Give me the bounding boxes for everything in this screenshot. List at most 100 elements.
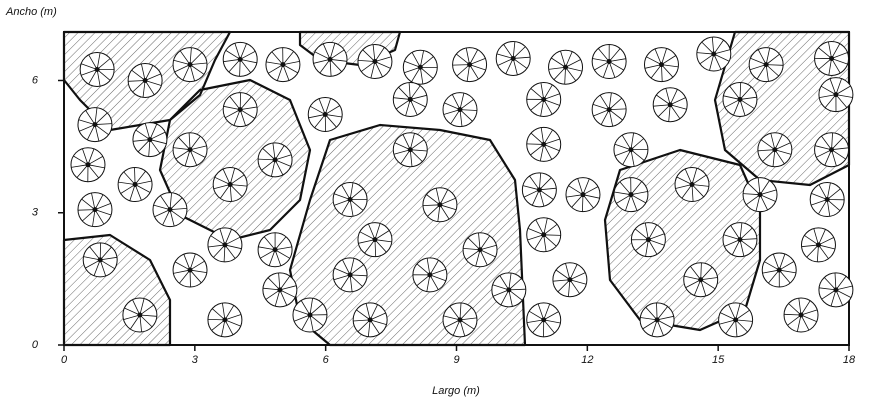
tree bbox=[152, 192, 188, 228]
tree-branches bbox=[723, 222, 757, 257]
tree bbox=[172, 47, 208, 83]
tree-trunk bbox=[737, 237, 743, 243]
tree bbox=[643, 47, 679, 83]
tree-branches bbox=[552, 263, 587, 297]
tree-branches bbox=[810, 182, 845, 217]
tree-trunk bbox=[167, 207, 173, 213]
tree-trunk bbox=[407, 96, 413, 102]
tree-branches bbox=[266, 47, 300, 81]
tree bbox=[412, 257, 448, 293]
tree-trunk bbox=[506, 287, 512, 293]
tree bbox=[809, 182, 845, 218]
tree bbox=[639, 302, 675, 338]
tree bbox=[357, 222, 393, 258]
tree-trunk bbox=[580, 192, 586, 198]
tree bbox=[442, 302, 478, 338]
tree bbox=[800, 227, 836, 263]
tree-trunk bbox=[367, 317, 373, 323]
tree bbox=[722, 222, 758, 258]
tree bbox=[77, 107, 113, 143]
tree-branches bbox=[592, 92, 627, 127]
tree bbox=[402, 49, 438, 85]
x-tick-label: 0 bbox=[61, 354, 68, 366]
tree-trunk bbox=[307, 312, 313, 318]
tree bbox=[814, 132, 850, 168]
tree bbox=[526, 302, 562, 338]
y-tick-label: 6 bbox=[32, 74, 39, 86]
tree-branches bbox=[719, 303, 753, 337]
tree-trunk bbox=[437, 202, 443, 208]
tree bbox=[652, 87, 688, 123]
tree-branches bbox=[393, 82, 427, 116]
tree-branches bbox=[526, 303, 561, 337]
tree-branches bbox=[783, 298, 818, 332]
tree-trunk bbox=[227, 182, 233, 188]
tree-trunk bbox=[829, 55, 835, 61]
tree-branches bbox=[358, 223, 392, 257]
tree bbox=[630, 222, 666, 258]
tree-branches bbox=[696, 37, 731, 71]
tree-branches bbox=[173, 253, 207, 288]
tree bbox=[127, 62, 163, 98]
tree bbox=[462, 232, 498, 268]
tree-branches bbox=[262, 272, 297, 307]
tree-trunk bbox=[776, 267, 782, 273]
tree-trunk bbox=[92, 122, 98, 128]
tree-branches bbox=[644, 48, 679, 82]
x-axis-label: Largo (m) bbox=[432, 385, 480, 397]
tree bbox=[526, 81, 562, 117]
y-axis-label: Ancho (m) bbox=[5, 6, 57, 18]
tree-branches bbox=[132, 123, 167, 157]
tree bbox=[591, 92, 627, 128]
tree-branches bbox=[123, 298, 157, 332]
tree-trunk bbox=[237, 107, 243, 113]
tree-branches bbox=[412, 258, 447, 292]
tree-branches bbox=[814, 41, 848, 76]
tree-branches bbox=[492, 272, 526, 307]
tree-trunk bbox=[833, 92, 839, 98]
tree-trunk bbox=[280, 62, 286, 68]
tree-trunk bbox=[322, 111, 328, 117]
patch bbox=[62, 233, 172, 347]
tree-branches bbox=[223, 43, 257, 77]
tree-trunk bbox=[272, 247, 278, 253]
tree-branches bbox=[819, 78, 853, 112]
tree-trunk bbox=[658, 62, 664, 68]
tree bbox=[292, 297, 328, 333]
tree bbox=[222, 41, 258, 77]
tree-trunk bbox=[833, 287, 839, 293]
tree-branches bbox=[743, 177, 777, 212]
tree-branches bbox=[213, 167, 248, 202]
tree-branches bbox=[207, 303, 242, 337]
tree-branches bbox=[463, 232, 497, 267]
tree-branches bbox=[527, 218, 561, 252]
tree-trunk bbox=[272, 157, 278, 163]
tree-trunk bbox=[347, 272, 353, 278]
tree bbox=[212, 167, 248, 203]
tree bbox=[683, 262, 719, 298]
tree-trunk bbox=[85, 162, 91, 168]
tree-branches bbox=[801, 228, 836, 262]
tree-trunk bbox=[347, 197, 353, 203]
tree bbox=[307, 96, 343, 132]
tree-branches bbox=[443, 92, 478, 127]
tree bbox=[613, 132, 649, 168]
tree-branches bbox=[404, 50, 438, 85]
tree-branches bbox=[173, 132, 207, 167]
tree-trunk bbox=[628, 192, 634, 198]
tree-branches bbox=[443, 302, 477, 337]
tree-trunk bbox=[815, 242, 821, 248]
tree-branches bbox=[526, 82, 560, 117]
tree-trunk bbox=[654, 317, 660, 323]
tree-branches bbox=[422, 188, 457, 222]
tree-branches bbox=[675, 168, 709, 202]
tree-trunk bbox=[737, 96, 743, 102]
tree bbox=[352, 302, 388, 338]
tree bbox=[422, 187, 458, 223]
tree-trunk bbox=[541, 317, 547, 323]
tree-branches bbox=[83, 242, 118, 277]
tree-branches bbox=[128, 63, 162, 98]
tree-branches bbox=[258, 232, 292, 266]
tree bbox=[818, 77, 854, 113]
